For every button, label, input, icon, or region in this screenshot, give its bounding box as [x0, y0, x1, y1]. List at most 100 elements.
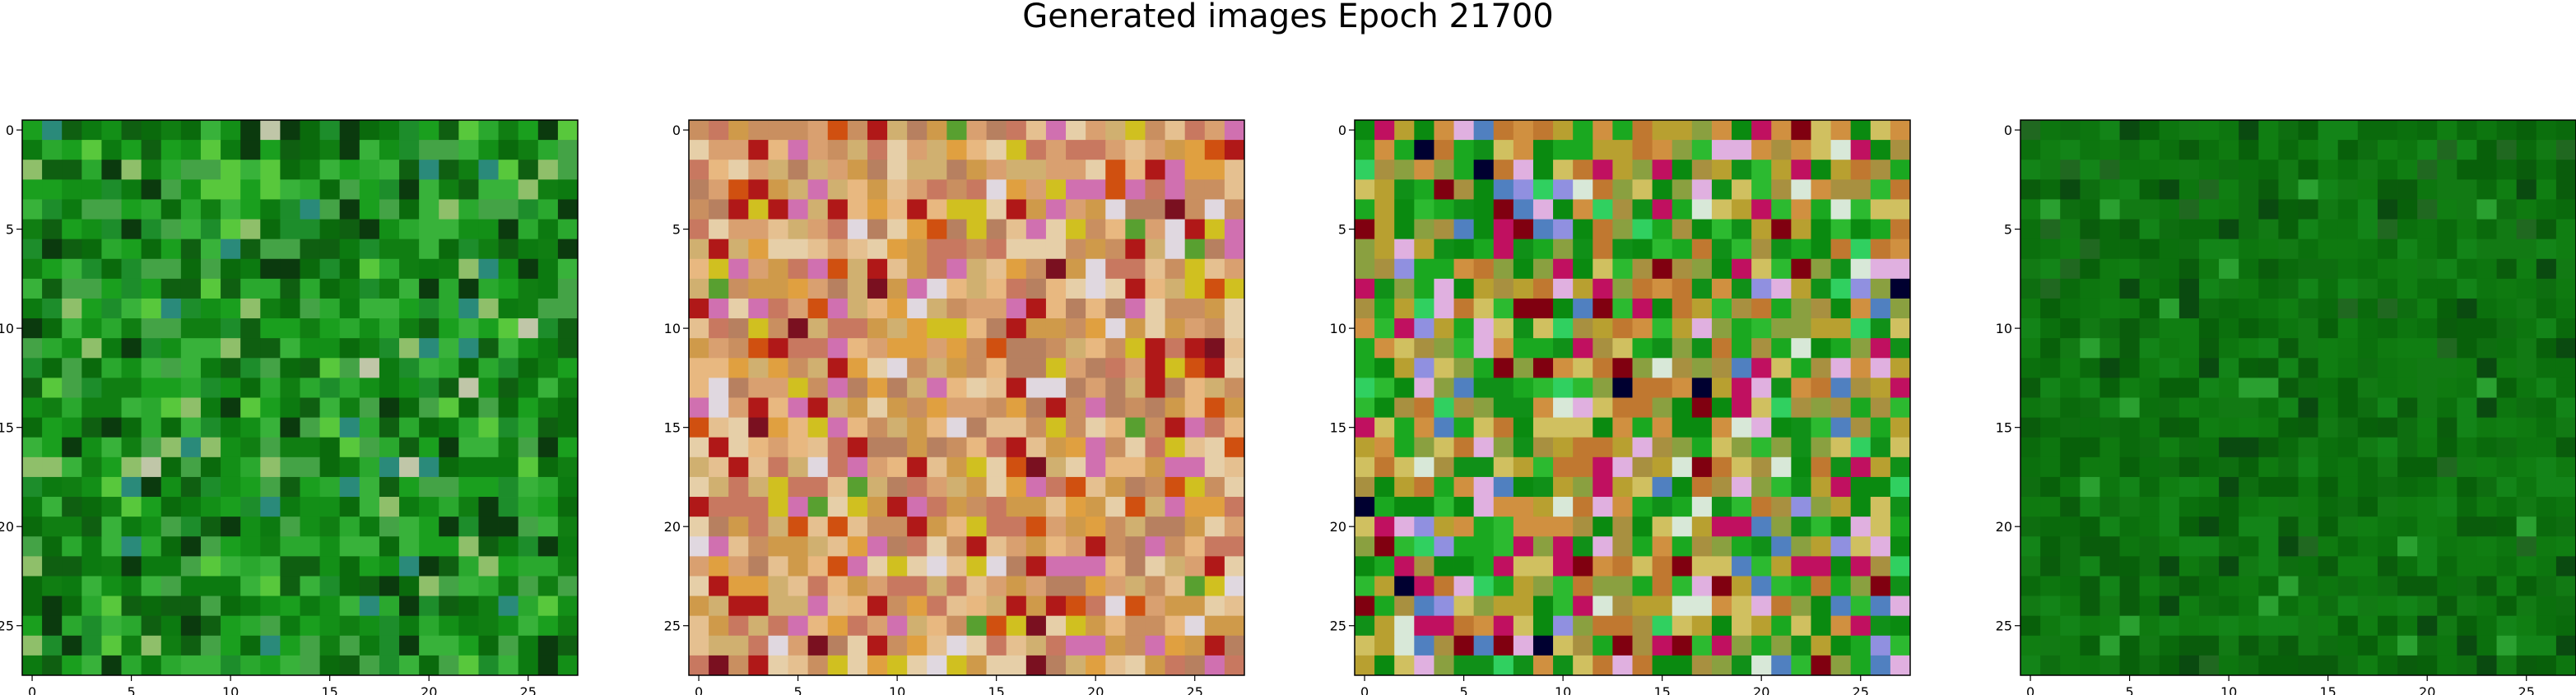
image-pixel	[280, 219, 300, 240]
image-pixel	[1145, 239, 1165, 260]
image-pixel	[1105, 497, 1126, 517]
image-pixel	[1850, 298, 1872, 319]
image-pixel	[419, 437, 439, 458]
image-pixel	[927, 378, 947, 398]
image-pixel	[2298, 476, 2319, 498]
image-pixel	[379, 219, 400, 240]
image-pixel	[2555, 338, 2576, 359]
image-pixel	[160, 358, 182, 378]
image-pixel	[1453, 318, 1475, 339]
image-pixel	[2239, 456, 2259, 478]
image-pixel	[1025, 635, 1047, 656]
image-pixel	[101, 298, 122, 319]
image-pixel	[1553, 338, 1574, 359]
image-pixel	[419, 556, 439, 577]
image-pixel	[2178, 318, 2200, 339]
image-pixel	[439, 576, 459, 596]
image-pixel	[1453, 338, 1475, 359]
image-pixel	[2080, 476, 2100, 498]
image-pixel	[1184, 635, 1206, 656]
image-pixel	[1652, 140, 1673, 160]
image-pixel	[439, 517, 459, 537]
image-pixel	[768, 298, 788, 319]
image-pixel	[1105, 318, 1126, 339]
image-pixel	[1224, 358, 1245, 378]
image-pixel	[2020, 595, 2041, 617]
image-pixel	[788, 258, 809, 280]
image-pixel	[2357, 358, 2378, 378]
image-pixel	[160, 219, 182, 240]
image-pixel	[1025, 417, 1047, 438]
image-pixel	[280, 556, 300, 577]
image-pixel	[1672, 338, 1693, 359]
image-pixel	[1045, 476, 1067, 498]
image-pixel	[2139, 239, 2160, 260]
image-pixel	[2437, 397, 2457, 419]
image-pixel	[2219, 556, 2239, 577]
image-pixel	[2020, 536, 2041, 557]
image-pixel	[1204, 497, 1225, 517]
image-pixel	[709, 278, 729, 299]
image-pixel	[2516, 595, 2537, 617]
image-pixel	[2219, 378, 2239, 398]
image-pixel	[2496, 476, 2518, 498]
image-pixel	[81, 160, 102, 180]
image-pixel	[986, 338, 1007, 359]
image-pixel	[1224, 258, 1245, 280]
image-pixel	[439, 595, 459, 617]
image-pixel	[2318, 576, 2339, 596]
image-pixel	[458, 219, 479, 240]
image-pixel	[1145, 199, 1165, 220]
image-pixel	[2476, 378, 2497, 398]
image-pixel	[689, 258, 709, 280]
image-pixel	[986, 615, 1007, 637]
image-pixel	[887, 397, 908, 419]
image-pixel	[537, 298, 559, 319]
image-pixel	[1473, 179, 1495, 200]
image-pixel	[2159, 140, 2180, 160]
image-pixel	[887, 456, 908, 478]
pixel-grid	[689, 120, 1245, 676]
image-pixel	[1434, 318, 1454, 339]
image-pixel	[260, 378, 281, 398]
image-pixel	[907, 199, 928, 220]
image-pixel	[709, 615, 729, 637]
image-pixel	[498, 258, 519, 280]
image-pixel	[807, 615, 829, 637]
image-pixel	[2437, 635, 2457, 656]
image-pixel	[2020, 615, 2041, 637]
image-pixel	[359, 397, 380, 419]
image-pixel	[1870, 199, 1891, 220]
image-pixel	[709, 338, 729, 359]
image-pixel	[1006, 456, 1027, 478]
image-pixel	[1066, 140, 1086, 160]
image-pixel	[2437, 517, 2457, 537]
x-tick-label: 25	[520, 684, 537, 695]
image-pixel	[2437, 318, 2457, 339]
image-pixel	[2397, 476, 2418, 498]
image-pixel	[887, 635, 908, 656]
image-pixel	[1145, 635, 1165, 656]
image-pixel	[1105, 417, 1126, 438]
image-pixel	[379, 179, 400, 200]
image-pixel	[2357, 576, 2378, 596]
image-pixel	[946, 536, 967, 557]
image-pixel	[1811, 338, 1831, 359]
image-pixel	[537, 239, 559, 260]
image-pixel	[907, 120, 928, 141]
image-pixel	[141, 120, 162, 141]
image-pixel	[319, 298, 341, 319]
image-pixel	[966, 298, 988, 319]
image-pixel	[1145, 278, 1165, 299]
image-pixel	[2159, 595, 2180, 617]
image-pixel	[359, 417, 380, 438]
image-pixel	[2099, 655, 2120, 676]
image-pixel	[419, 219, 439, 240]
image-pixel	[689, 318, 709, 339]
image-pixel	[2020, 456, 2041, 478]
image-pixel	[1513, 318, 1534, 339]
image-pixel	[1691, 318, 1713, 339]
image-pixel	[1850, 140, 1872, 160]
image-pixel	[419, 397, 439, 419]
image-pixel	[221, 417, 241, 438]
